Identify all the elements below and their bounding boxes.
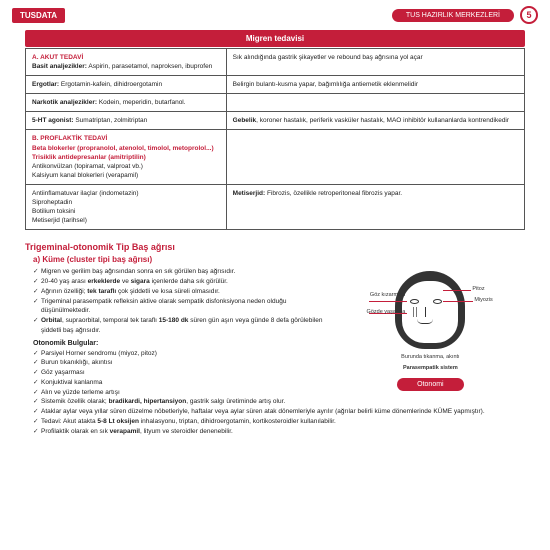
- table-cell: Metiserjid: Fibrozis, özellikle retroper…: [226, 184, 524, 229]
- table-cell: [226, 94, 524, 112]
- table-cell: [226, 130, 524, 184]
- list-item: Orbital, supraorbital, temporal tek tara…: [33, 316, 328, 336]
- table-cell: 5-HT agonist: Sumatriptan, zolmitriptan: [26, 112, 227, 130]
- table-cell: Antiinflamatuvar ilaçlar (indometazin)Si…: [26, 184, 227, 229]
- table-cell: Narkotik analjezikler: Kodein, meperidin…: [26, 94, 227, 112]
- page-number: 5: [520, 6, 538, 24]
- diagram-caption: Otonomi: [397, 378, 463, 391]
- list-item: Sistemik özellik olarak; bradikardi, hip…: [33, 397, 525, 407]
- list-item: Burun tıkanıklığı, akıntısı: [33, 358, 328, 368]
- list-item: Konjuktival kanlanma: [33, 378, 328, 388]
- list-item: Göz yaşarması: [33, 368, 328, 378]
- list-item: Ataklar aylar veya yıllar süren düzelme …: [33, 407, 525, 417]
- findings-list: Parsiyel Horner sendromu (miyoz, pitoz)B…: [33, 349, 328, 398]
- table-cell: Ergotlar: Ergotamin-kafein, dihidroergot…: [26, 76, 227, 94]
- findings-header: Otonomik Bulgular:: [33, 340, 328, 347]
- subsection-heading: a) Küme (cluster tipi baş ağrısı): [33, 255, 525, 264]
- treatment-table: A. AKUT TEDAVİBasit analjezikler: Aspiri…: [25, 48, 525, 230]
- list-item: Trigeminal parasempatik refleksin aktive…: [33, 297, 328, 317]
- table-cell: Belirgin bulantı-kusma yapar, bağımlılığ…: [226, 76, 524, 94]
- list-item: Profilaktik olarak en sık verapamil, lit…: [33, 427, 525, 437]
- list-item: Tedavi: Akut atakta 5-8 Lt oksijen inhal…: [33, 417, 525, 427]
- table-cell: Sık alındığında gastrik şikayetler ve re…: [226, 49, 524, 76]
- head-diagram: Pitoz Miyozis Göz kızarması Gözde yaşarm…: [365, 269, 495, 374]
- logo: TUSDATA: [12, 8, 65, 23]
- table-cell: A. AKUT TEDAVİBasit analjezikler: Aspiri…: [26, 49, 227, 76]
- section-heading: Trigeminal-otonomik Tip Baş ağrısı: [25, 242, 525, 252]
- header-pill: TUS HAZIRLIK MERKEZLERİ: [392, 9, 514, 22]
- list-item: 20-40 yaş arası erkeklerde ve sigara içe…: [33, 277, 328, 287]
- list-item: Migren ve gerilim baş ağrısından sonra e…: [33, 267, 328, 277]
- list-item: Parsiyel Horner sendromu (miyoz, pitoz): [33, 349, 328, 359]
- list-item: Ağrının özelliği; tek taraflı çok şiddet…: [33, 287, 328, 297]
- table-cell: B. PROFLAKTİK TEDAVİBeta blokerler (prop…: [26, 130, 227, 184]
- symptom-list: Migren ve gerilim baş ağrısından sonra e…: [33, 267, 328, 335]
- list-item: Alın ve yüzde terleme artışı: [33, 388, 328, 398]
- table-title: Migren tedavisi: [25, 30, 525, 47]
- table-cell: Gebelik, koroner hastalık, periferik vas…: [226, 112, 524, 130]
- notes-list: Sistemik özellik olarak; bradikardi, hip…: [33, 397, 525, 436]
